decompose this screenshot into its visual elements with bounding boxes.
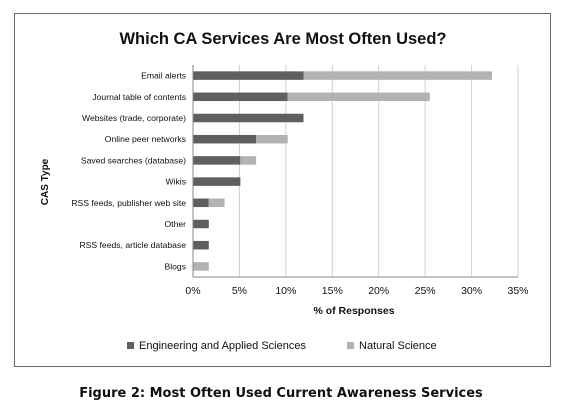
bar-segment-series-0-row-1 [193, 92, 288, 102]
legend-swatch [347, 342, 354, 349]
bar-segment-series-1-row-0 [303, 71, 492, 80]
bar-segment-series-0-row-6 [193, 198, 209, 208]
y-axis-title: CAS Type [40, 158, 51, 205]
category-label: RSS feeds, article database [79, 240, 186, 250]
bar-segment-series-0-row-0 [193, 71, 304, 80]
bar-segment-series-1-row-4 [240, 156, 257, 165]
bar-segment-series-1-row-1 [287, 92, 430, 102]
x-tick-label: 5% [232, 285, 247, 297]
category-label: Saved searches (database) [81, 155, 186, 165]
category-label: Email alerts [141, 71, 186, 81]
category-label: Websites (trade, corporate) [82, 113, 186, 123]
legend-label: Natural Science [359, 340, 437, 352]
bar-segment-series-1-row-9 [193, 262, 209, 271]
category-label: Journal table of contents [92, 92, 186, 102]
bar-segment-series-0-row-4 [193, 156, 241, 165]
x-axis-title: % of Responses [313, 305, 394, 317]
category-label: Online peer networks [105, 134, 186, 144]
legend: Engineering and Applied Sciences Natural … [127, 340, 437, 352]
axes: 0% 5% 10% 15% 20% 25% 30% 35% Email alerts Journa… [71, 65, 529, 297]
chart-frame: Which CA Services Are Most Often Used? C… [14, 13, 551, 367]
legend-swatch [127, 342, 134, 349]
bar-segment-series-0-row-5 [193, 177, 241, 186]
bar-segment-series-1-row-6 [208, 198, 225, 208]
stacked-bar-chart: Which CA Services Are Most Often Used? C… [40, 30, 529, 352]
x-tick-label: 30% [461, 285, 482, 297]
x-tick-label: 20% [368, 285, 389, 297]
bar-segment-series-0-row-2 [193, 113, 304, 123]
x-tick-label: 35% [507, 285, 528, 297]
x-tick-label: 0% [185, 285, 200, 297]
bar-segment-series-0-row-7 [193, 219, 209, 229]
bar-segment-series-0-row-8 [193, 240, 209, 250]
x-tick-label: 10% [275, 285, 296, 297]
bar-segment-series-0-row-3 [193, 134, 257, 144]
figure-caption: Figure 2: Most Often Used Current Awaren… [79, 386, 483, 401]
bars [193, 71, 492, 271]
category-label: RSS feeds, publisher web site [71, 198, 186, 208]
x-tick-label: 25% [415, 285, 436, 297]
chart-title: Which CA Services Are Most Often Used? [119, 30, 446, 48]
category-label: Other [165, 219, 187, 229]
category-label: Wikis [165, 177, 186, 187]
category-label: Blogs [165, 261, 187, 271]
legend-label: Engineering and Applied Sciences [139, 340, 306, 352]
bar-segment-series-1-row-3 [256, 134, 288, 144]
x-tick-label: 15% [322, 285, 343, 297]
